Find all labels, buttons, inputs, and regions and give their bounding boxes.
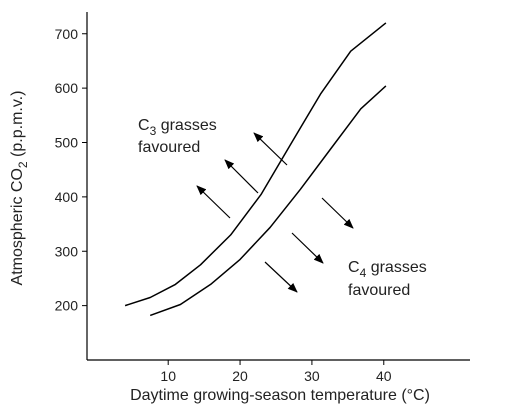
annotation-text: grasses (156, 117, 216, 134)
y-tick-label: 600 (55, 80, 79, 96)
y-tick-label: 300 (55, 243, 79, 259)
arrow (196, 185, 231, 219)
annotation-text: C (138, 117, 150, 134)
annotation: C3 grasses (138, 117, 217, 138)
arrow (264, 261, 298, 293)
y-tick-label: 200 (55, 298, 79, 314)
x-tick-label: 10 (160, 368, 176, 384)
annotation-sub: 3 (150, 124, 157, 138)
arrow (224, 159, 259, 194)
annotation: C4 grasses (348, 259, 427, 280)
y-tick-label: 400 (55, 189, 79, 205)
y-tick-label: 700 (55, 26, 79, 42)
y-axis-label-sub: 2 (16, 161, 30, 168)
curve (149, 85, 387, 317)
arrows (196, 132, 354, 293)
annotation-sub: 4 (360, 266, 367, 280)
y-tick-label: 500 (55, 135, 79, 151)
curve (124, 22, 387, 307)
x-tick-label: 20 (232, 368, 248, 384)
annotation-text: favoured (348, 282, 410, 299)
annotation-text: grasses (366, 259, 426, 276)
arrow (291, 232, 324, 264)
annotation-text: C (348, 259, 360, 276)
y-axis-label-text: Atmospheric CO (9, 168, 26, 285)
arrow (321, 197, 354, 229)
x-tick-label: 40 (376, 368, 392, 384)
x-axis-label: Daytime growing-season temperature (°C) (130, 387, 430, 404)
y-axis-label: Atmospheric CO2 (p.p.m.v.) (9, 91, 30, 286)
x-tick-label: 30 (304, 368, 320, 384)
y-axis-label-text: (p.p.m.v.) (9, 91, 26, 162)
annotation-text: favoured (138, 139, 200, 156)
